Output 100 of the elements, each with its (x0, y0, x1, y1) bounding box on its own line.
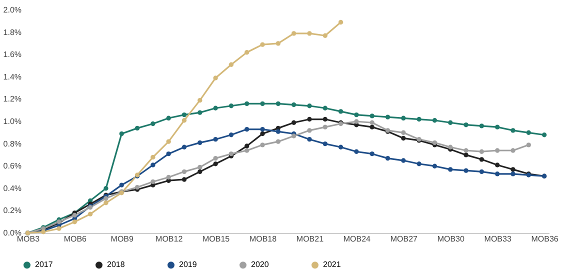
x-tick-label: MOB24 (343, 234, 372, 244)
point (228, 132, 234, 138)
point (166, 116, 171, 120)
point (150, 121, 156, 126)
legend-label: 2018 (107, 260, 126, 270)
point (322, 141, 328, 146)
point (464, 122, 468, 128)
point (182, 144, 187, 150)
point (88, 212, 93, 216)
point (385, 156, 390, 161)
point (228, 62, 234, 67)
point (448, 144, 453, 150)
point (542, 132, 547, 138)
point (198, 110, 202, 115)
point (464, 168, 468, 173)
x-tick-label: MOB27 (390, 234, 418, 244)
x-tick-label: MOB33 (484, 234, 512, 244)
point (354, 149, 359, 154)
y-tick-label: 0.2% (3, 206, 22, 216)
point (166, 151, 171, 156)
point (494, 148, 500, 153)
point (510, 128, 516, 133)
point (260, 131, 265, 136)
point (213, 137, 218, 142)
point (276, 101, 281, 106)
point (104, 196, 108, 201)
y-tick-label: 0.0% (3, 228, 22, 238)
point (166, 139, 171, 144)
point (510, 148, 516, 153)
point (182, 112, 187, 118)
point (119, 131, 124, 136)
y-tick-label: 0.6% (3, 162, 22, 171)
point (276, 41, 281, 46)
point (244, 50, 250, 55)
point (244, 148, 250, 153)
point (464, 148, 468, 153)
point (213, 106, 218, 110)
x-tick-label: MOB9 (110, 234, 134, 244)
point (370, 120, 374, 125)
point (182, 169, 187, 174)
point (448, 120, 453, 125)
point (72, 220, 78, 224)
point (260, 126, 265, 132)
point (291, 134, 296, 138)
point (307, 137, 312, 142)
point (494, 162, 500, 168)
y-tick-label: 1.2% (3, 94, 22, 104)
point (448, 167, 453, 172)
point (307, 31, 312, 36)
point (276, 139, 281, 144)
legend-label: 2021 (323, 260, 342, 270)
point (198, 140, 202, 146)
point (432, 164, 438, 168)
point (479, 124, 484, 128)
point (198, 98, 202, 103)
point (213, 156, 218, 161)
point (228, 151, 234, 156)
point (228, 104, 234, 108)
point (526, 130, 531, 135)
point (385, 114, 390, 120)
point (291, 102, 296, 108)
point (244, 101, 250, 106)
point (479, 149, 484, 154)
point (479, 157, 484, 162)
point (401, 158, 406, 163)
point (322, 124, 328, 130)
point (416, 116, 422, 122)
point (322, 116, 328, 122)
point (244, 126, 250, 132)
point (307, 104, 312, 108)
point (198, 169, 202, 174)
y-tick-label: 1.0% (3, 117, 22, 126)
point (182, 118, 187, 123)
y-tick-label: 2.0% (3, 6, 22, 14)
point (56, 226, 62, 231)
x-tick-label: MOB6 (64, 234, 88, 244)
point (526, 142, 531, 148)
legend-label: 2019 (179, 260, 198, 270)
point (213, 76, 218, 80)
point (401, 130, 406, 135)
y-tick-label: 1.4% (3, 72, 22, 82)
y-tick-label: 0.8% (3, 139, 22, 148)
point (479, 169, 484, 174)
x-tick-label: MOB18 (249, 234, 278, 244)
x-tick-label: MOB30 (437, 234, 465, 244)
point (307, 128, 312, 133)
point (134, 184, 140, 190)
point (510, 167, 516, 172)
x-tick-label: MOB21 (296, 234, 324, 244)
x-tick-label: MOB3 (16, 234, 40, 244)
x-tick-label: MOB36 (531, 234, 559, 244)
point (291, 120, 296, 125)
point (244, 144, 250, 148)
point (494, 124, 500, 130)
point (338, 144, 344, 150)
point (494, 172, 500, 176)
point (354, 119, 359, 124)
point (276, 129, 281, 134)
point (104, 186, 108, 191)
point (370, 151, 374, 156)
